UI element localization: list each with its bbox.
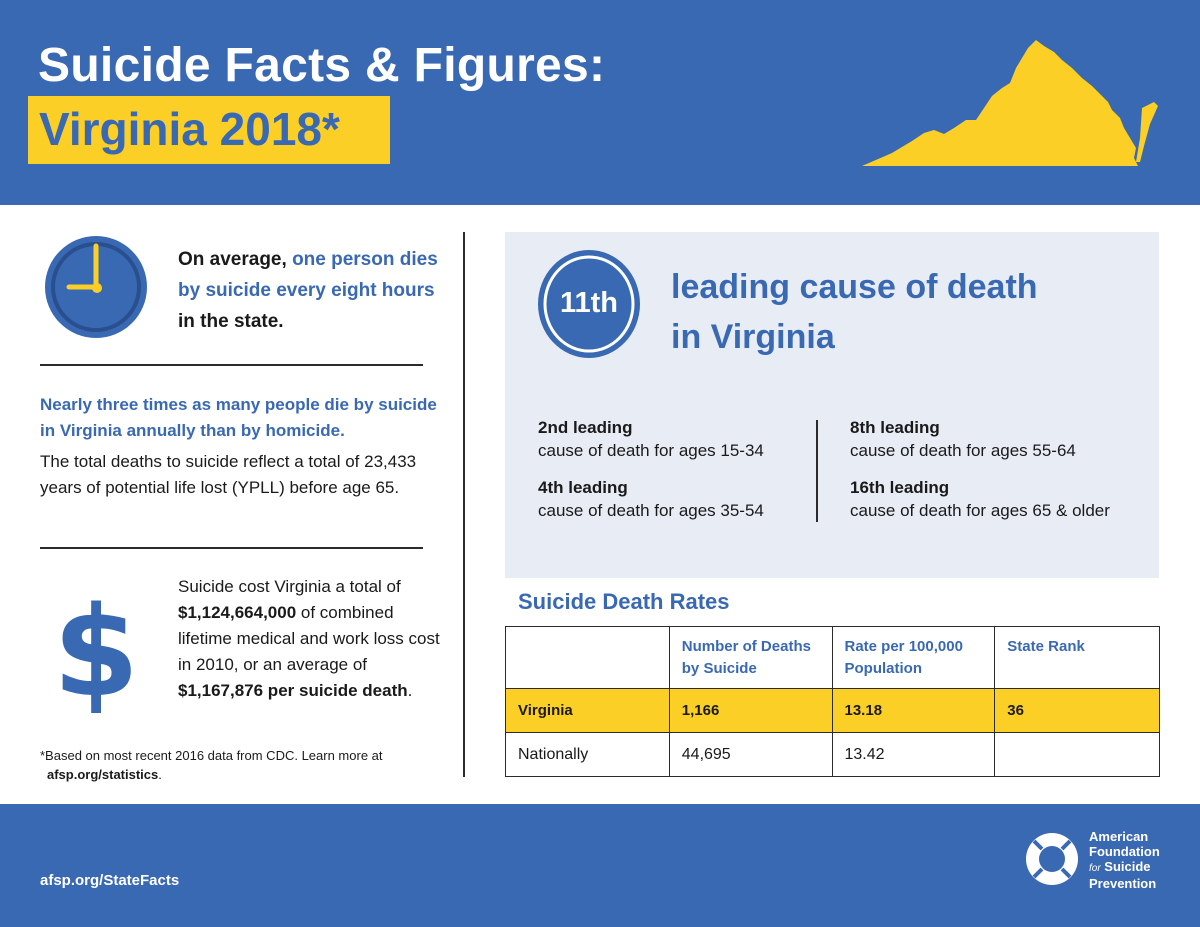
cost-average: $1,167,876 per suicide death bbox=[178, 681, 408, 700]
column-divider bbox=[463, 232, 465, 777]
divider bbox=[40, 547, 423, 549]
footnote: *Based on most recent 2016 data from CDC… bbox=[40, 748, 383, 782]
statistics-link[interactable]: afsp.org/statistics bbox=[47, 767, 159, 782]
afsp-wordmark: American Foundation for Suicide Preventi… bbox=[1089, 829, 1160, 891]
virginia-state-map-icon bbox=[862, 40, 1158, 166]
leading-cause-title: leading cause of death in Virginia bbox=[671, 268, 1038, 356]
age-rank-item: 4th leading cause of death for ages 35-5… bbox=[538, 478, 764, 520]
page-title: Suicide Facts & Figures: bbox=[38, 39, 606, 92]
age-divider bbox=[816, 420, 818, 522]
svg-text:$: $ bbox=[56, 592, 136, 714]
page-subtitle: Virginia 2018* bbox=[39, 103, 340, 155]
table-header-row: Number of Deaths by Suicide Rate per 100… bbox=[505, 626, 1160, 689]
footer-banner: afsp.org/StateFacts American Foundation … bbox=[0, 804, 1200, 927]
rank-value: 11th bbox=[559, 287, 619, 319]
yll-text: The total deaths to suicide reflect a to… bbox=[40, 452, 417, 497]
suicide-cost-text: Suicide cost Virginia a total of $1,124,… bbox=[178, 577, 440, 700]
table-header-cell: Rate per 100,000 Population bbox=[831, 626, 996, 689]
table-row: Virginia 1,166 13.18 36 bbox=[505, 688, 1160, 733]
statefacts-link[interactable]: afsp.org/StateFacts bbox=[40, 872, 180, 889]
frequency-highlight: one person dies by suicide every eight h… bbox=[178, 249, 438, 301]
suicide-frequency-stat: On average, one person dies by suicide e… bbox=[178, 249, 438, 332]
table-cell: Virginia bbox=[505, 688, 670, 733]
table-cell: 13.18 bbox=[831, 688, 996, 733]
table-row: Nationally 44,695 13.42 bbox=[505, 732, 1160, 777]
table-header-cell bbox=[505, 626, 670, 689]
death-rates-table: Number of Deaths by Suicide Rate per 100… bbox=[505, 626, 1160, 777]
table-header-cell: Number of Deaths by Suicide bbox=[668, 626, 833, 689]
subtitle-box: Virginia 2018* bbox=[28, 96, 390, 164]
dollar-sign-icon: $ bbox=[56, 592, 136, 714]
age-rank-item: 8th leading cause of death for ages 55-6… bbox=[850, 418, 1076, 460]
cost-total: $1,124,664,000 bbox=[178, 603, 297, 622]
header-banner: Suicide Facts & Figures: Virginia 2018* bbox=[0, 0, 1200, 205]
table-cell: 44,695 bbox=[668, 732, 833, 777]
lifebuoy-logo-icon bbox=[1026, 833, 1078, 885]
divider bbox=[40, 364, 423, 366]
homicide-comparison: Nearly three times as many people die by… bbox=[40, 395, 437, 440]
table-cell: 13.42 bbox=[831, 732, 996, 777]
table-cell: 1,166 bbox=[668, 688, 833, 733]
clock-icon bbox=[45, 236, 147, 338]
rates-title: Suicide Death Rates bbox=[518, 589, 730, 614]
table-cell bbox=[994, 732, 1160, 777]
table-header-cell: State Rank bbox=[994, 626, 1160, 689]
rank-badge bbox=[538, 250, 640, 358]
table-cell: 36 bbox=[994, 688, 1160, 733]
table-cell: Nationally bbox=[505, 732, 670, 777]
age-rank-item: 2nd leading cause of death for ages 15-3… bbox=[538, 418, 764, 460]
age-rank-item: 16th leading cause of death for ages 65 … bbox=[850, 478, 1110, 520]
